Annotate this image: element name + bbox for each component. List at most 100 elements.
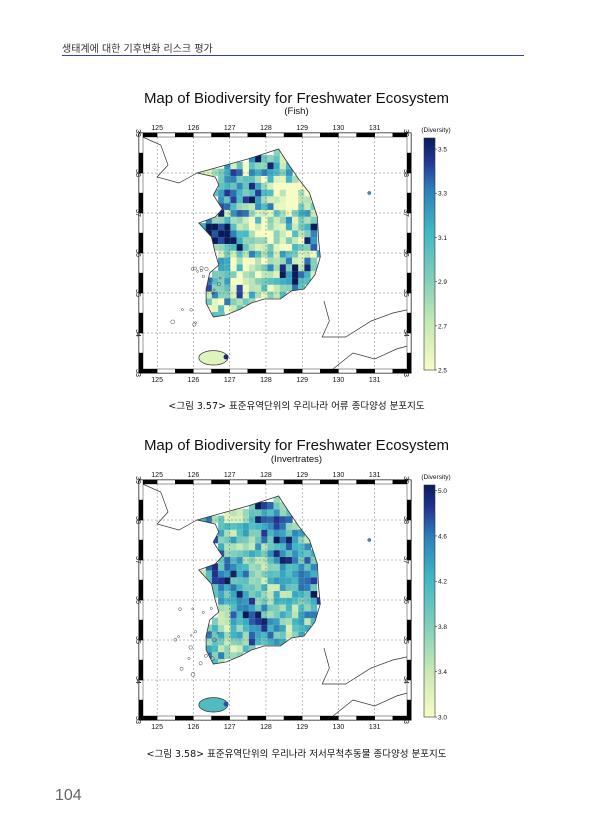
frame-segment — [265, 479, 285, 485]
diversity-cell — [298, 542, 306, 551]
diversity-cell — [310, 603, 318, 612]
islet — [208, 278, 213, 283]
colorbar-tick-label: 3.4 — [438, 669, 447, 676]
colorbar-label: (Diversity) — [421, 474, 450, 481]
islet — [189, 308, 193, 312]
colorbar-tick-label: 4.6 — [438, 533, 447, 540]
diversity-cell — [254, 542, 262, 551]
colorbar-tick-label: 4.2 — [438, 579, 447, 586]
diversity-cell — [267, 542, 275, 551]
diversity-cell — [261, 637, 269, 646]
diversity-cell — [248, 631, 256, 639]
diversity-cell — [273, 569, 281, 578]
frame-segment — [356, 715, 375, 721]
islet — [213, 288, 216, 291]
diversity-cell — [291, 569, 299, 578]
islet — [198, 661, 203, 666]
diversity-cell — [254, 624, 262, 632]
diversity-cell — [291, 576, 299, 585]
diversity-cell — [304, 569, 312, 578]
diversity-cell — [242, 583, 250, 592]
diversity-cell — [273, 535, 281, 544]
diversity-cell — [217, 651, 225, 660]
jeju-hotspot — [223, 701, 229, 707]
lat-tick-label-left: 39 — [134, 129, 141, 137]
diversity-cell — [224, 631, 232, 639]
diversity-cell — [236, 610, 244, 619]
diversity-cell — [254, 583, 262, 592]
diversity-cell — [273, 549, 281, 558]
diversity-cell — [298, 610, 306, 619]
diversity-cell — [279, 590, 287, 598]
lat-tick-label-left: 37 — [134, 556, 141, 564]
diversity-cell — [242, 569, 250, 578]
map-subtitle-invertrates: (Invertrates) — [270, 454, 323, 465]
frame-segment — [247, 479, 267, 485]
lon-tick-label-top: 131 — [369, 472, 381, 479]
diversity-cell — [285, 522, 293, 530]
diversity-cell — [291, 610, 299, 619]
islet — [209, 607, 213, 610]
diversity-cell — [298, 569, 306, 578]
diversity-cell — [291, 542, 299, 551]
diversity-cell — [267, 522, 275, 530]
diversity-cell — [217, 529, 225, 537]
diversity-cell — [267, 631, 275, 639]
diversity-cell — [248, 508, 256, 517]
diversity-cell — [279, 508, 287, 517]
diversity-cell — [304, 617, 312, 626]
diversity-cell — [279, 549, 287, 558]
diversity-cell — [310, 597, 318, 605]
colorbar — [423, 137, 436, 371]
diversity-cell — [304, 576, 312, 585]
islet — [196, 270, 199, 273]
diversity-cell — [217, 637, 225, 646]
diversity-cell — [279, 535, 287, 544]
islet — [208, 630, 212, 635]
lat-tick-label-right: 38 — [402, 169, 409, 177]
frame-segment — [320, 715, 339, 721]
diversity-cell — [298, 563, 306, 571]
diversity-cell — [285, 529, 293, 537]
colorbar-tick-label: 3.8 — [438, 624, 447, 631]
diversity-cell — [267, 529, 275, 537]
lon-tick-label-top: 126 — [188, 472, 200, 479]
diversity-cell — [242, 617, 250, 626]
diversity-cell — [291, 529, 299, 537]
diversity-cell — [205, 637, 213, 646]
diversity-cell — [230, 624, 238, 632]
diversity-cell — [310, 569, 318, 578]
diversity-cell — [248, 603, 256, 612]
diversity-cell — [217, 624, 225, 632]
diversity-cell — [230, 617, 238, 626]
frame-segment — [406, 132, 412, 154]
diversity-cell — [224, 569, 232, 578]
diversity-cell — [230, 590, 238, 598]
running-header: 생태계에 대한 기후변화 리스크 평가 — [62, 44, 213, 55]
lat-tick-label-right: 33 — [402, 369, 409, 377]
diversity-cell — [304, 603, 312, 612]
lat-tick-label-right: 36 — [402, 596, 409, 604]
diversity-cell — [279, 569, 287, 578]
islet — [177, 635, 180, 638]
diversity-cell — [273, 583, 281, 592]
diversity-cell — [267, 576, 275, 585]
lat-tick-label-right: 34 — [402, 676, 409, 684]
lat-tick-label-left: 33 — [134, 369, 141, 377]
diversity-cell — [285, 549, 293, 558]
diversity-cell — [279, 617, 287, 626]
lon-tick-label-bottom: 125 — [151, 724, 163, 731]
diversity-cell — [273, 590, 281, 598]
diversity-cell — [298, 576, 306, 585]
diversity-cell — [217, 522, 225, 530]
colorbar-tick-label: 5.0 — [438, 488, 447, 495]
lat-tick-label-right: 33 — [402, 716, 409, 724]
coastline — [196, 495, 321, 665]
diversity-cell — [267, 508, 275, 517]
lon-tick-label-bottom: 130 — [333, 724, 345, 731]
diversity-cell — [304, 563, 312, 571]
diversity-cell — [217, 590, 225, 598]
header-rule — [62, 55, 524, 56]
japan-coast — [321, 647, 412, 685]
